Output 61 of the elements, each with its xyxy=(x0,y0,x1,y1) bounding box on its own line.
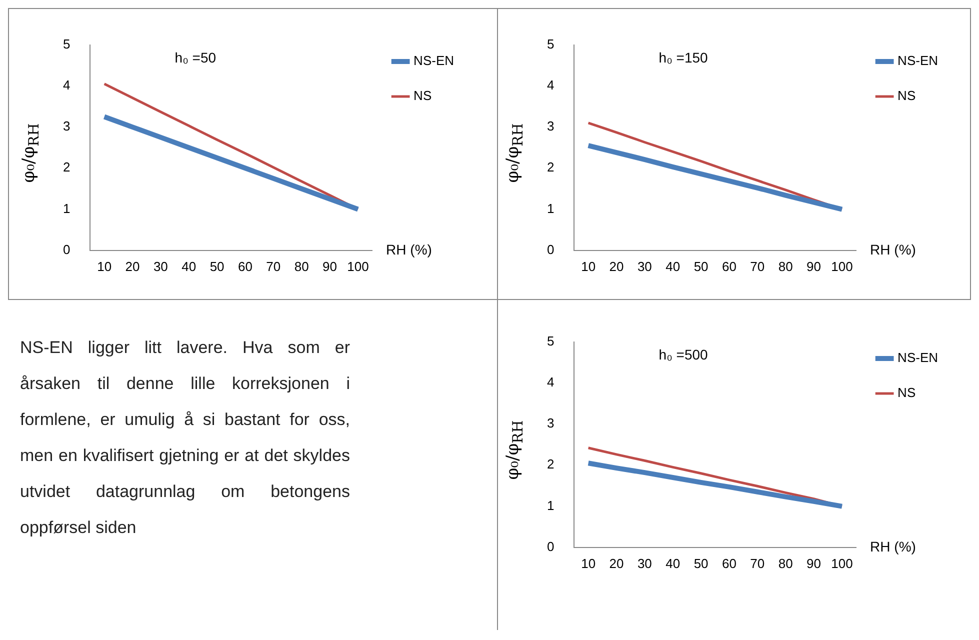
x-tick-label: 60 xyxy=(238,258,252,274)
legend-label: NS xyxy=(898,385,916,400)
x-tick-label: 60 xyxy=(722,258,736,274)
legend-label: NS-EN xyxy=(898,53,938,68)
x-axis-title: RH (%) xyxy=(870,538,916,554)
x-tick-label: 40 xyxy=(182,258,196,274)
x-tick-label: 20 xyxy=(609,258,624,274)
y-tick-label: 4 xyxy=(546,78,554,92)
x-tick-label: 10 xyxy=(581,556,596,571)
x-tick-label: 20 xyxy=(609,556,624,571)
legend-label: NS xyxy=(414,88,432,104)
x-tick-label: 80 xyxy=(294,258,309,274)
y-tick-label: 2 xyxy=(62,160,70,175)
y-tick-label: 5 xyxy=(546,36,554,52)
y-tick-label: 0 xyxy=(62,242,70,257)
y-tick-label: 5 xyxy=(62,36,70,52)
annotation: h₀ =500 xyxy=(658,346,708,363)
y-tick-label: 1 xyxy=(546,498,554,513)
y-tick-label: 0 xyxy=(546,538,554,554)
x-tick-label: 40 xyxy=(666,556,680,571)
text: NS-EN ligger litt lavere. Hva som er årsaken til denne lille korreksjonen i formlene, er umulig å si bastant for oss, men en kvalifisert gjetning er at det skyldes utvidet datagrunnlag om betongens oppførsel siden xyxy=(20,337,350,539)
y-tick-label: 5 xyxy=(546,333,554,348)
x-tick-label: 90 xyxy=(806,556,822,571)
x-tick-label: 90 xyxy=(806,258,822,274)
y-tick-label: 4 xyxy=(62,78,70,92)
x-tick-label: 30 xyxy=(153,258,168,274)
legend-label: NS-EN xyxy=(414,53,454,68)
x-tick-label: 10 xyxy=(97,258,112,274)
x-tick-label: 40 xyxy=(666,258,680,274)
x-tick-label: 100 xyxy=(831,258,853,274)
legend-label: NS xyxy=(898,88,916,104)
legend-label: NS-EN xyxy=(898,350,938,366)
y-tick-label: 3 xyxy=(546,118,554,134)
y-tick-label: 3 xyxy=(546,416,554,431)
x-tick-label: 50 xyxy=(694,556,708,571)
x-tick-label: 70 xyxy=(750,556,765,571)
x-tick-label: 100 xyxy=(347,258,369,274)
x-tick-label: 80 xyxy=(778,556,793,571)
x-tick-label: 30 xyxy=(637,556,652,571)
y-tick-label: 1 xyxy=(546,200,554,216)
x-tick-label: 30 xyxy=(637,258,652,274)
annotation: h₀ =50 xyxy=(174,50,216,66)
y-tick-label: 0 xyxy=(546,242,554,257)
x-tick-label: 60 xyxy=(722,556,736,571)
x-tick-label: 50 xyxy=(210,258,224,274)
x-tick-label: 80 xyxy=(778,258,793,274)
x-tick-label: 10 xyxy=(581,258,596,274)
annotation: h₀ =150 xyxy=(658,50,708,66)
y-tick-label: 2 xyxy=(546,456,554,472)
x-axis-title: RH (%) xyxy=(386,241,432,258)
x-tick-label: 20 xyxy=(125,258,140,274)
x-tick-label: 50 xyxy=(694,258,708,274)
y-tick-label: 1 xyxy=(62,200,70,216)
y-tick-label: 3 xyxy=(62,118,70,134)
x-tick-label: 90 xyxy=(322,258,338,274)
x-tick-label: 100 xyxy=(831,556,853,571)
x-axis-title: RH (%) xyxy=(870,241,916,258)
y-tick-label: 2 xyxy=(546,160,554,175)
x-tick-label: 70 xyxy=(266,258,281,274)
y-tick-label: 4 xyxy=(546,374,554,390)
x-tick-label: 70 xyxy=(750,258,765,274)
